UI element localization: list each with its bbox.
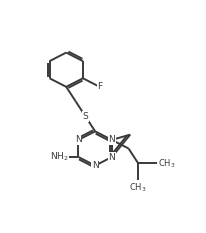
Text: CH$_3$: CH$_3$ xyxy=(158,157,175,170)
Text: N: N xyxy=(108,153,115,161)
Text: N: N xyxy=(75,135,81,144)
Text: NH$_2$: NH$_2$ xyxy=(50,151,68,163)
Text: N: N xyxy=(91,161,98,170)
Text: F: F xyxy=(97,82,102,91)
Text: N: N xyxy=(108,135,115,144)
Text: CH$_3$: CH$_3$ xyxy=(129,182,146,194)
Text: S: S xyxy=(82,112,88,121)
